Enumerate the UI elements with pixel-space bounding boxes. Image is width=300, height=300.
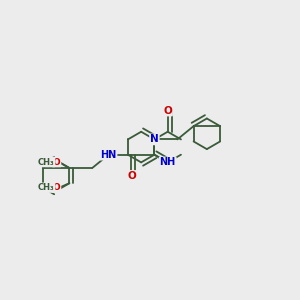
Text: O: O (53, 158, 61, 166)
Text: CH₃: CH₃ (38, 183, 55, 192)
Text: O: O (53, 183, 61, 192)
Text: O: O (163, 106, 172, 116)
Text: NH: NH (160, 158, 176, 167)
Text: CH₃: CH₃ (38, 158, 55, 166)
Text: HN: HN (100, 150, 117, 160)
Text: S: S (167, 159, 174, 169)
Text: O: O (127, 171, 136, 181)
Text: N: N (150, 134, 159, 144)
